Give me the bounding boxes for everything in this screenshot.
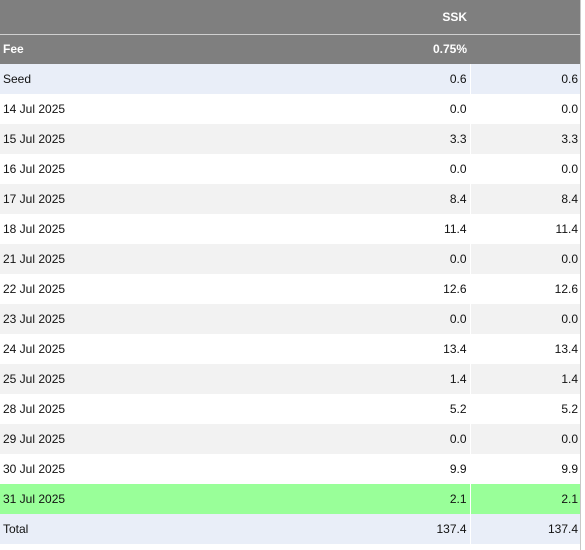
row-value: 11.4 [217, 214, 470, 244]
header-cell-extra [470, 0, 581, 35]
table-right-border [580, 0, 581, 550]
row-value: 3.3 [217, 124, 470, 154]
row-date: 25 Jul 2025 [0, 364, 217, 394]
row-value: 13.4 [217, 334, 470, 364]
table-row-highlighted: 31 Jul 2025 2.1 2.1 [0, 484, 581, 514]
header-cell-label [0, 0, 217, 35]
row-date: 28 Jul 2025 [0, 394, 217, 424]
row-date: 18 Jul 2025 [0, 214, 217, 244]
row-value-2: 8.4 [469, 184, 581, 214]
row-value-2: 0.0 [469, 94, 581, 124]
row-value-2: 3.3 [469, 124, 581, 154]
row-value-2: 5.2 [469, 394, 581, 424]
row-value: 12.6 [217, 274, 470, 304]
row-value-2: 0.0 [469, 154, 581, 184]
total-row: Total 137.4 137.4 [0, 514, 581, 544]
row-date: 14 Jul 2025 [0, 94, 217, 124]
table-row: 25 Jul 2025 1.4 1.4 [0, 364, 581, 394]
seed-row: Seed 0.6 0.6 [0, 64, 581, 94]
table-row: 14 Jul 2025 0.0 0.0 [0, 94, 581, 124]
table-row: 16 Jul 2025 0.0 0.0 [0, 154, 581, 184]
row-date: 29 Jul 2025 [0, 424, 217, 454]
row-value: 0.0 [217, 304, 470, 334]
total-value: 137.4 [217, 514, 470, 544]
table-row: 18 Jul 2025 11.4 11.4 [0, 214, 581, 244]
fee-value: 0.75% [217, 34, 470, 64]
row-value-2: 11.4 [469, 214, 581, 244]
row-value: 9.9 [217, 454, 470, 484]
row-value: 5.2 [217, 394, 470, 424]
row-value-2: 9.9 [469, 454, 581, 484]
total-label: Total [0, 514, 217, 544]
row-date: 30 Jul 2025 [0, 454, 217, 484]
row-value-2: 12.6 [469, 274, 581, 304]
seed-label: Seed [0, 64, 217, 94]
row-date: 21 Jul 2025 [0, 244, 217, 274]
fee-value-extra [470, 34, 581, 64]
row-date: 31 Jul 2025 [0, 484, 217, 514]
seed-value-2: 0.6 [469, 64, 581, 94]
fee-row: Fee 0.75% [0, 34, 581, 64]
row-value-2: 13.4 [469, 334, 581, 364]
table-row: 30 Jul 2025 9.9 9.9 [0, 454, 581, 484]
table-row: 17 Jul 2025 8.4 8.4 [0, 184, 581, 214]
table-row: 24 Jul 2025 13.4 13.4 [0, 334, 581, 364]
row-value: 0.0 [217, 154, 470, 184]
fee-label: Fee [0, 34, 217, 64]
table-row: 29 Jul 2025 0.0 0.0 [0, 424, 581, 454]
row-date: 22 Jul 2025 [0, 274, 217, 304]
row-date: 17 Jul 2025 [0, 184, 217, 214]
row-date: 16 Jul 2025 [0, 154, 217, 184]
row-date: 23 Jul 2025 [0, 304, 217, 334]
row-value: 8.4 [217, 184, 470, 214]
row-value: 0.0 [217, 244, 470, 274]
row-value: 0.0 [217, 94, 470, 124]
table-row: 21 Jul 2025 0.0 0.0 [0, 244, 581, 274]
table-row: 15 Jul 2025 3.3 3.3 [0, 124, 581, 154]
column-header-row: SSK [0, 0, 581, 35]
total-value-2: 137.4 [469, 514, 581, 544]
header-cell-ssk: SSK [217, 0, 470, 35]
row-value: 2.1 [217, 484, 470, 514]
row-value: 1.4 [217, 364, 470, 394]
row-value-2: 2.1 [469, 484, 581, 514]
table-row: 22 Jul 2025 12.6 12.6 [0, 274, 581, 304]
table-row: 28 Jul 2025 5.2 5.2 [0, 394, 581, 424]
row-value-2: 0.0 [469, 304, 581, 334]
row-date: 15 Jul 2025 [0, 124, 217, 154]
row-value-2: 0.0 [469, 424, 581, 454]
row-value-2: 1.4 [469, 364, 581, 394]
table-row: 23 Jul 2025 0.0 0.0 [0, 304, 581, 334]
row-value: 0.0 [217, 424, 470, 454]
row-date: 24 Jul 2025 [0, 334, 217, 364]
row-value-2: 0.0 [469, 244, 581, 274]
seed-value: 0.6 [217, 64, 470, 94]
